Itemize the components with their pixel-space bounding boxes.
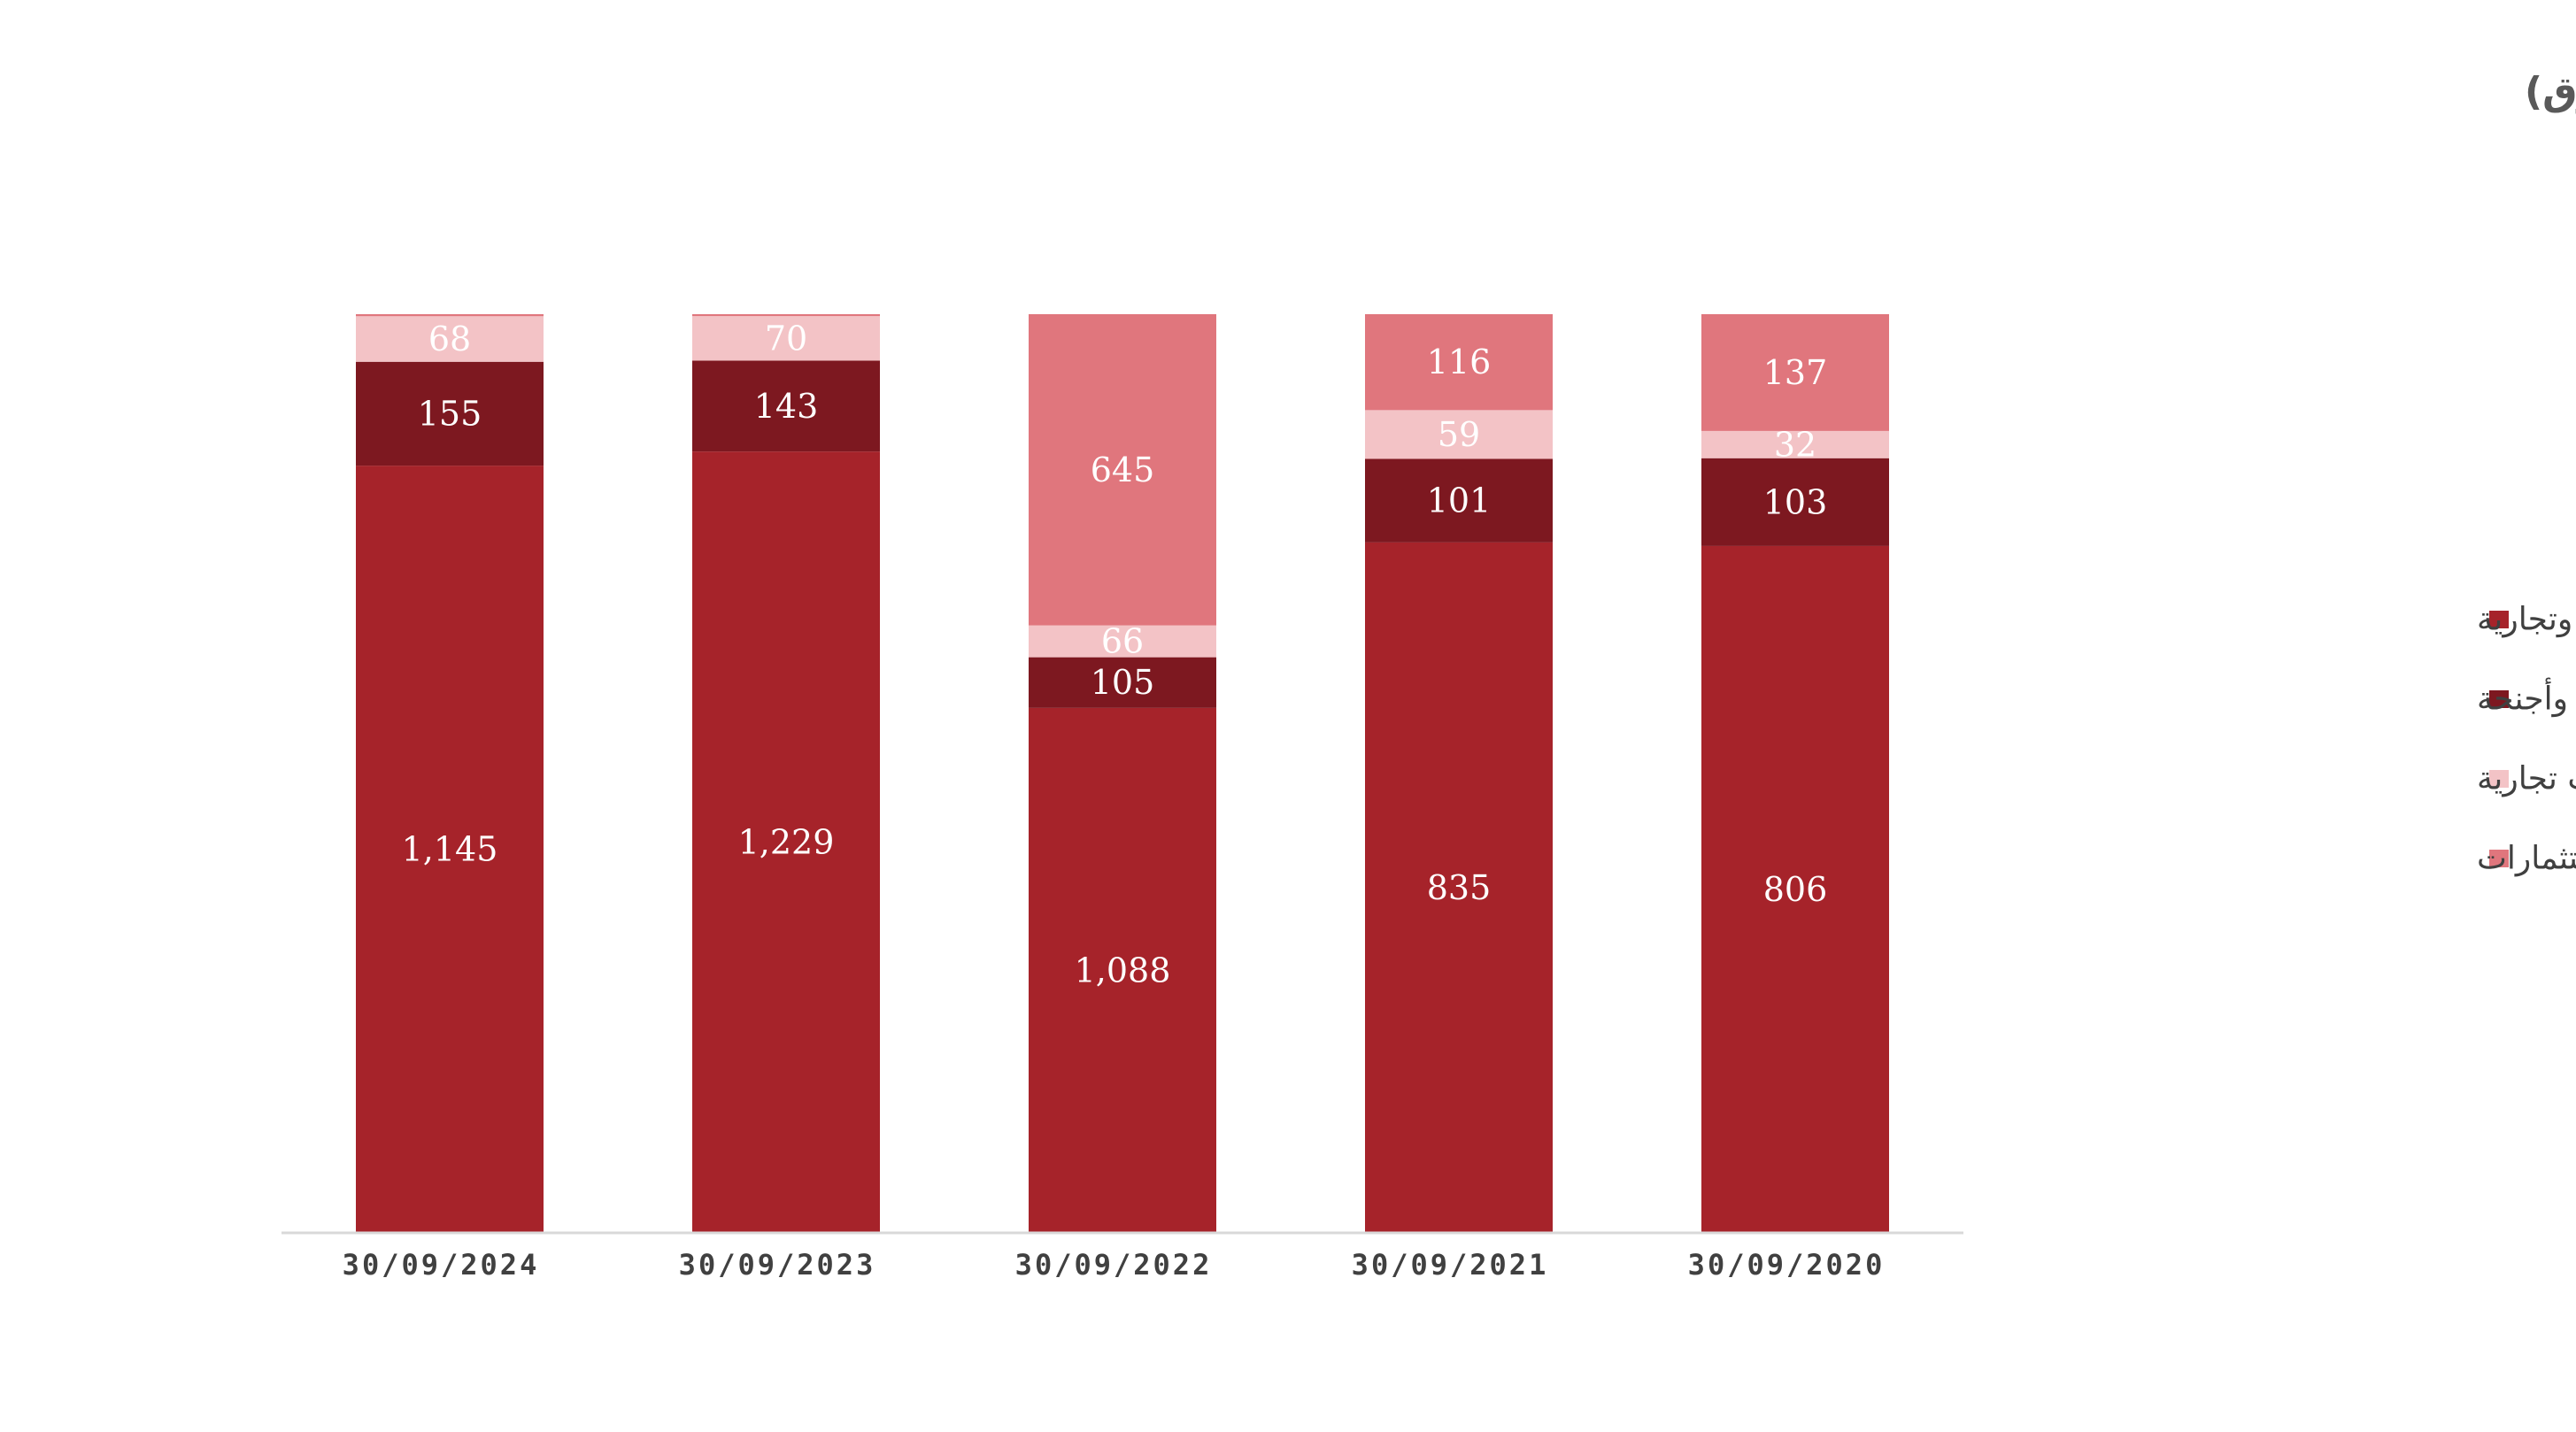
bar-segment-1-4 — [1365, 542, 1553, 1233]
bar-segment-4-2 — [692, 314, 880, 317]
data-label-2-4: 101 — [1427, 481, 1492, 520]
bar-segment-2-2 — [692, 360, 880, 452]
legend-swatch-3 — [2489, 770, 2509, 788]
data-label-3-4: 59 — [1438, 415, 1480, 454]
data-label-1-2: 1,229 — [738, 823, 835, 862]
chart-title: إجمالي الإيرادات لكل قطاع - (مليون رق) — [2525, 69, 2576, 114]
legend-swatch-1 — [2489, 611, 2509, 628]
legend-swatch-4 — [2489, 850, 2509, 867]
data-label-1-4: 835 — [1427, 868, 1492, 907]
data-label-2-5: 103 — [1763, 482, 1828, 521]
data-label-2-2: 143 — [754, 387, 819, 426]
bar-segment-3-5 — [1701, 430, 1889, 458]
x-tick-label-4: 30/09/2021 — [1352, 1248, 1549, 1282]
bar-segment-3-1 — [356, 316, 544, 362]
bar-segment-1-5 — [1701, 545, 1889, 1233]
x-tick-label-1: 30/09/2024 — [343, 1248, 540, 1282]
data-label-1-1: 1,145 — [402, 830, 498, 869]
legend-label-2: فندق وأجنحة — [2477, 678, 2576, 718]
legend: عقارات سكنية وتجارية فندق وأجنحة مجمعات تج… — [2477, 602, 2576, 877]
data-label-3-1: 68 — [428, 320, 471, 358]
bar-segment-3-2 — [692, 316, 880, 361]
legend-label-1: عقارات سكنية وتجارية — [2477, 602, 2576, 638]
data-label-1-5: 806 — [1763, 870, 1828, 909]
x-tick-label-5: 30/09/2020 — [1688, 1248, 1886, 1282]
data-label-4-5: 137 — [1763, 353, 1828, 392]
data-label-3-3: 66 — [1101, 622, 1144, 661]
bar-segment-4-3 — [1029, 314, 1216, 626]
bar-segment-1-3 — [1029, 707, 1216, 1233]
legend-swatch-2 — [2489, 690, 2509, 708]
data-label-2-3: 105 — [1091, 663, 1155, 702]
legend-label-4: إستثمارات — [2477, 841, 2576, 877]
x-tick-labels: 30/09/2024 30/09/2023 30/09/2022 30/09/2021… — [343, 1248, 1886, 1282]
bar-segment-2-3 — [1029, 657, 1216, 708]
bar-segment-3-3 — [1029, 625, 1216, 658]
data-label-4-3: 645 — [1091, 450, 1155, 489]
x-tick-label-3: 30/09/2022 — [1015, 1248, 1213, 1282]
bar-segment-2-5 — [1701, 458, 1889, 546]
legend-label-3: مجمعات تجارية — [2477, 761, 2576, 797]
data-label-3-2: 70 — [765, 319, 807, 358]
data-label-3-5: 32 — [1774, 425, 1816, 464]
bar-segment-4-1 — [356, 314, 544, 317]
bar-segment-1-1 — [356, 466, 544, 1233]
data-label-4-4: 116 — [1427, 343, 1492, 381]
bar-segment-1-2 — [692, 451, 880, 1233]
bar-segment-3-4 — [1365, 410, 1553, 459]
data-label-2-1: 155 — [418, 394, 482, 433]
bar-segment-2-4 — [1365, 458, 1553, 543]
bar-segment-4-5 — [1701, 314, 1889, 431]
bar-segment-2-1 — [356, 361, 544, 466]
x-tick-label-2: 30/09/2023 — [679, 1248, 876, 1282]
data-label-1-3: 1,088 — [1075, 951, 1171, 989]
bar-segment-4-4 — [1365, 314, 1553, 411]
